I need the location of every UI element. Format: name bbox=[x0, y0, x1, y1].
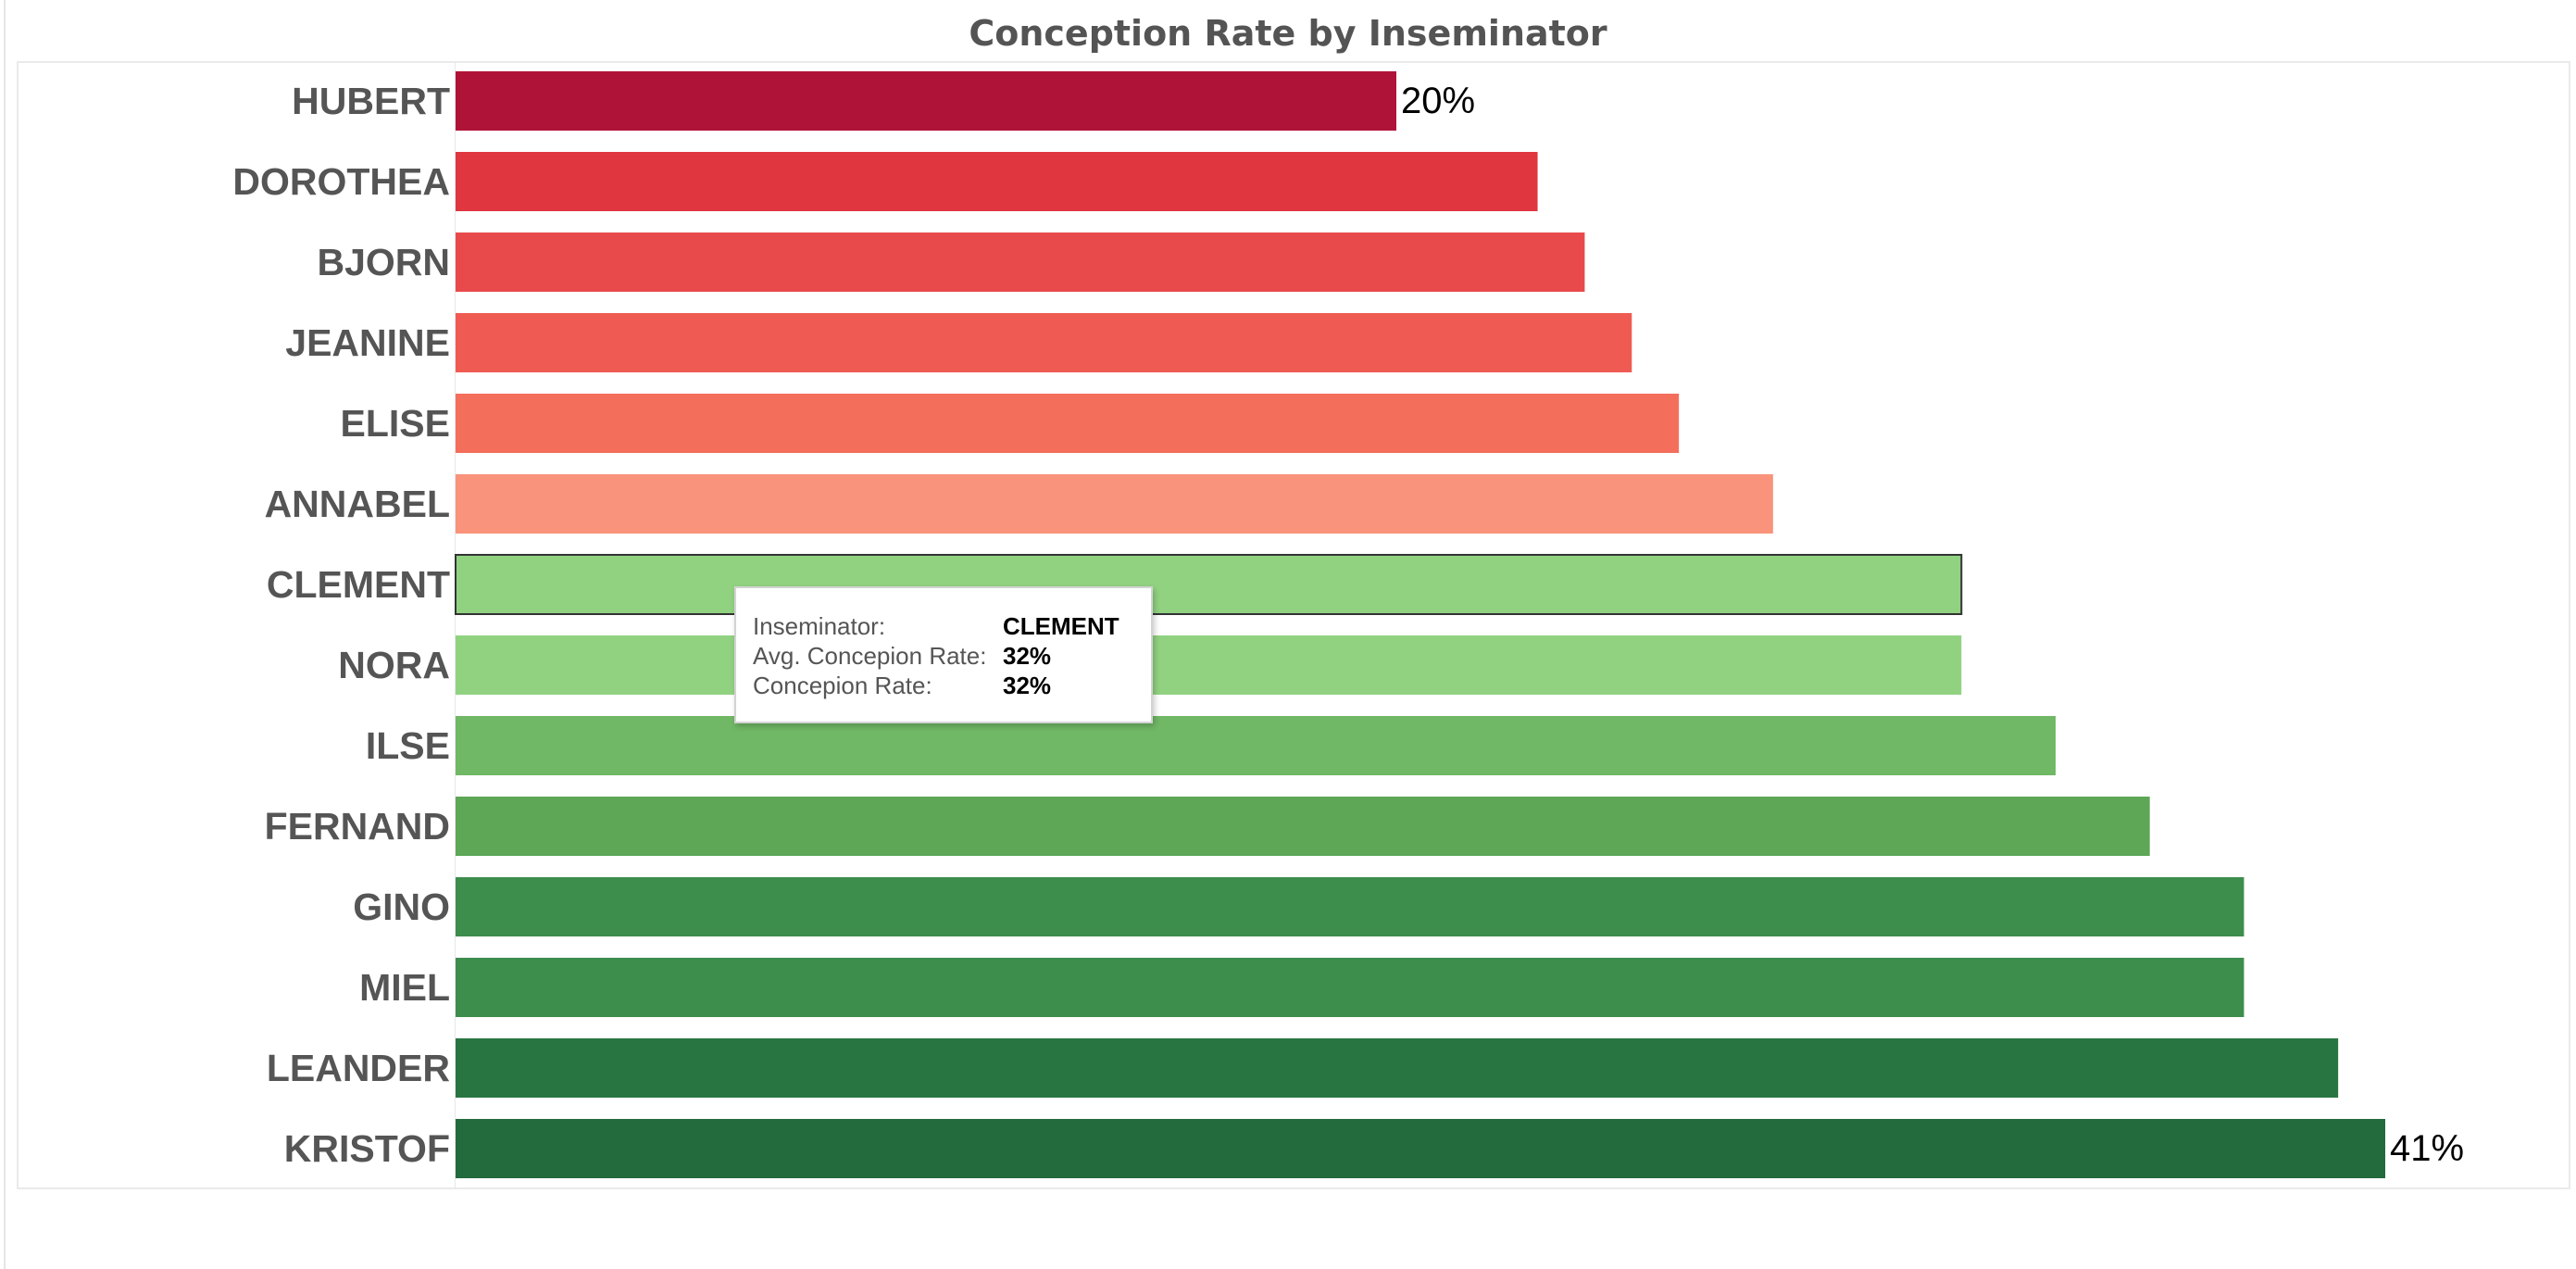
tooltip-key: Inseminator: bbox=[753, 611, 886, 640]
data-labels: 20% 41% bbox=[1401, 81, 2464, 1169]
bar-gino[interactable] bbox=[456, 877, 2245, 936]
bar-elise[interactable] bbox=[456, 394, 1680, 453]
bar-tooltip: Inseminator: CLEMENT Avg. Concepion Rate… bbox=[734, 586, 1153, 723]
category-labels: HUBERT DOROTHEA BJORN JEANINE ELISE ANNABEL CL… bbox=[232, 80, 450, 1170]
bar-kristof[interactable] bbox=[456, 1119, 2385, 1178]
category-label-fernand: FERNAND bbox=[265, 805, 450, 848]
bar-hubert[interactable] bbox=[456, 71, 1396, 131]
data-label-kristof: 41% bbox=[2390, 1128, 2464, 1169]
category-label-hubert: HUBERT bbox=[292, 80, 450, 122]
bar-fernand[interactable] bbox=[456, 797, 2150, 856]
category-label-jeanine: JEANINE bbox=[285, 321, 450, 364]
tooltip-row-inseminator: Inseminator: CLEMENT bbox=[753, 611, 1151, 641]
bar-leander[interactable] bbox=[456, 1038, 2339, 1098]
bar-dorothea[interactable] bbox=[456, 152, 1538, 211]
page-frame bbox=[4, 0, 2574, 1269]
category-label-miel: MIEL bbox=[359, 966, 450, 1009]
tooltip-row-avg-rate: Avg. Concepion Rate: 32% bbox=[753, 641, 1151, 671]
bar-jeanine[interactable] bbox=[456, 313, 1632, 372]
bar-miel[interactable] bbox=[456, 958, 2245, 1017]
bar-nora[interactable] bbox=[456, 635, 1962, 695]
bar-bjorn[interactable] bbox=[456, 232, 1585, 292]
tooltip-row-rate: Concepion Rate: 32% bbox=[753, 671, 1151, 700]
category-label-elise: ELISE bbox=[341, 402, 450, 445]
bar-annabel[interactable] bbox=[456, 474, 1773, 534]
category-label-gino: GINO bbox=[353, 886, 450, 928]
plot-area-frame bbox=[17, 61, 2570, 1189]
tooltip-key: Avg. Concepion Rate: bbox=[753, 641, 987, 670]
bar-clement[interactable] bbox=[455, 554, 1963, 615]
category-label-leander: LEANDER bbox=[267, 1047, 450, 1089]
tooltip-key: Concepion Rate: bbox=[753, 671, 932, 699]
bars-layer bbox=[455, 71, 2385, 1178]
category-label-nora: NORA bbox=[338, 644, 450, 686]
data-label-hubert: 20% bbox=[1401, 81, 1475, 121]
category-label-dorothea: DOROTHEA bbox=[232, 160, 450, 203]
chart-title: Conception Rate by Inseminator bbox=[969, 13, 1607, 54]
category-label-bjorn: BJORN bbox=[317, 241, 450, 283]
tooltip-value: CLEMENT bbox=[1003, 611, 1119, 640]
tooltip-value: 32% bbox=[1003, 641, 1052, 670]
bar-ilse[interactable] bbox=[456, 716, 2056, 775]
category-label-kristof: KRISTOF bbox=[284, 1127, 450, 1170]
tooltip-value: 32% bbox=[1003, 671, 1052, 699]
category-label-ilse: ILSE bbox=[366, 724, 450, 767]
category-label-annabel: ANNABEL bbox=[265, 483, 450, 525]
category-label-clement: CLEMENT bbox=[267, 563, 450, 606]
